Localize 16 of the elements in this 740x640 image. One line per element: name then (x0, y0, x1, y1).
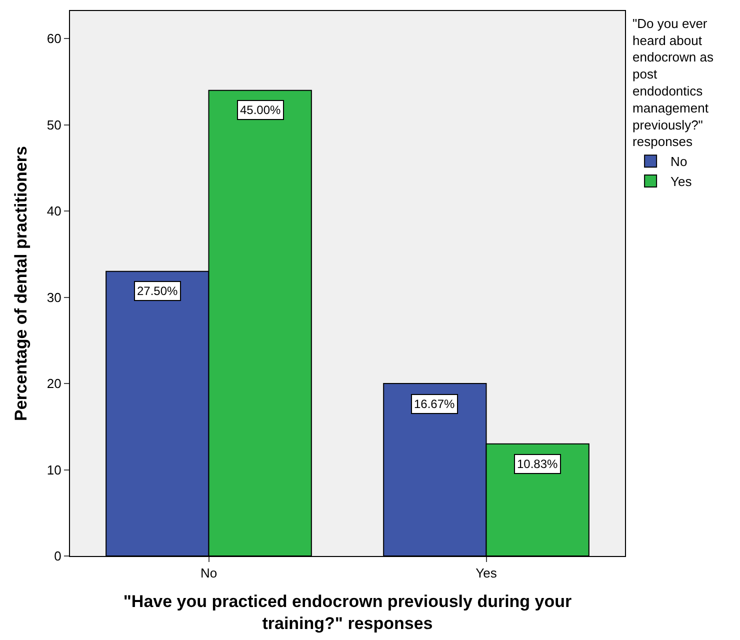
legend-label: Yes (670, 174, 692, 190)
legend-label: No (670, 154, 688, 170)
x-axis-title: "Have you practiced endocrown previously during your training?" responses (123, 592, 572, 634)
y-tick-label: 30 (46, 290, 62, 305)
y-tick-label: 20 (46, 376, 62, 392)
annotation: 45.00% (240, 103, 282, 117)
y-tick-label: 40 (46, 204, 62, 219)
y-tick-label: 0 (54, 548, 62, 564)
y-tick-label: 10 (46, 462, 62, 478)
legend-title: "Do you ever heard about endocrown as post endodontics management previously?" responses (632, 16, 714, 150)
y-tick-label: 60 (46, 31, 62, 46)
y-axis-title: Percentage of dental practitioners (11, 146, 30, 421)
annotation: 27.50% (137, 284, 178, 298)
y-tick-label: 50 (46, 117, 62, 132)
annotation: 10.83% (517, 457, 558, 471)
annotation: 16.67% (414, 397, 456, 411)
